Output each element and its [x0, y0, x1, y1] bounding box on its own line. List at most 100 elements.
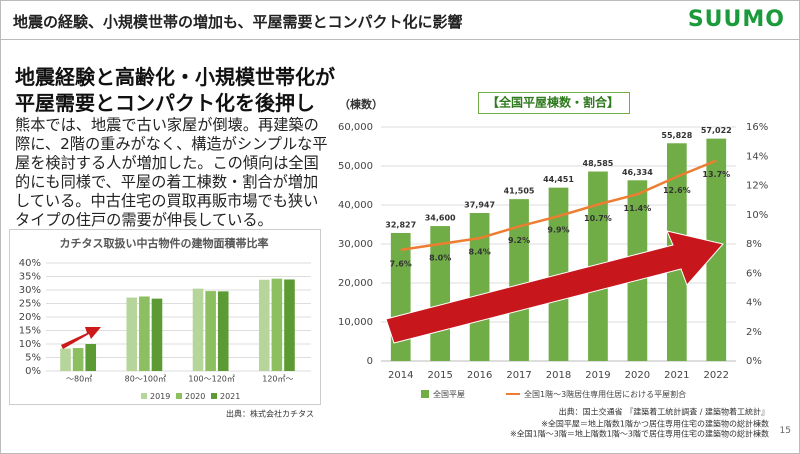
- tick-label: 40%: [19, 258, 41, 269]
- tick-label: 60,000: [338, 122, 373, 133]
- legend-swatch: [176, 393, 182, 399]
- heading: 平屋需要とコンパクト化を後押し: [15, 91, 315, 115]
- line: [400, 159, 717, 252]
- tick-label: 15%: [19, 326, 41, 337]
- note: ※全国平屋＝地上階数1階かつ居住専用住宅の建築物の総計棟数: [541, 419, 769, 429]
- data-label: 44,451: [543, 175, 574, 184]
- heading: 地震経験と高齢化・小規模世帯化が: [15, 65, 335, 89]
- data-label: 57,022: [701, 126, 732, 135]
- legend-label: 2021: [220, 392, 240, 401]
- data-label: 48,585: [583, 159, 614, 168]
- tick-label: 50,000: [338, 161, 373, 172]
- tick-label: 25%: [19, 299, 41, 310]
- x-tick-label: 2017: [506, 370, 531, 381]
- tick-label: 6%: [746, 268, 762, 279]
- data-label: 10.7%: [584, 214, 612, 223]
- x-tick-label: 2021: [664, 370, 689, 381]
- page-number: 15: [779, 426, 791, 436]
- bar: [85, 344, 97, 371]
- legend-label: 2019: [150, 392, 170, 401]
- source: 出典：国土交通省 『建築着工統計調査 / 建築物着工統計』: [559, 407, 769, 417]
- tick-label: 2%: [746, 327, 762, 338]
- tick-label: 40,000: [338, 200, 373, 211]
- tick-label: 35%: [19, 272, 41, 283]
- bar: [60, 348, 71, 371]
- tick-label: 14%: [746, 151, 768, 162]
- data-label: 13.7%: [702, 170, 730, 179]
- x-tick-label: 2020: [625, 370, 650, 381]
- bar: [139, 296, 150, 371]
- bar: [192, 288, 204, 371]
- chart-title-frame: [478, 92, 630, 114]
- data-label: 34,600: [425, 214, 456, 223]
- tick-label: 10,000: [338, 317, 373, 328]
- bar: [469, 213, 490, 361]
- bar: [205, 291, 216, 371]
- data-label: 55,828: [661, 131, 692, 140]
- data-label: 8.4%: [469, 248, 491, 257]
- x-tick-label: 80～100㎡: [125, 375, 166, 384]
- tick-label: 5%: [25, 353, 41, 364]
- trend-arrow: [61, 327, 101, 349]
- x-tick-label: 100～120㎡: [188, 375, 235, 384]
- legend-label: 全国1階～3階居住専用住居における平屋割合: [524, 389, 686, 399]
- tick-label: 10%: [19, 339, 41, 350]
- x-tick-label: 2018: [546, 370, 571, 381]
- x-tick-label: 120㎡～: [262, 375, 293, 384]
- x-tick-label: 2019: [585, 370, 610, 381]
- header-rule: [1, 39, 799, 40]
- data-label: 11.4%: [624, 204, 652, 213]
- tick-label: 30%: [19, 285, 41, 296]
- x-tick-label: 2015: [427, 370, 452, 381]
- data-label: 8.0%: [429, 254, 451, 263]
- trend-arrow: [385, 230, 724, 344]
- source: 出典：株式会社カチタス: [226, 409, 314, 419]
- tick-label: 20%: [19, 312, 41, 323]
- legend-swatch: [141, 393, 147, 399]
- body-text: 熊本では、地震で古い家屋が倒壊。再建築の際に、2階の重みがなく、構造がシンプルな…: [15, 116, 328, 229]
- bar: [72, 348, 84, 371]
- data-label: 7.6%: [390, 259, 412, 268]
- tick-label: 20,000: [338, 278, 373, 289]
- legend-swatch: [211, 393, 217, 399]
- chart-frame: [9, 229, 321, 405]
- bar: [258, 279, 270, 371]
- header-title: 地震の経験、小規模世帯の増加も、平屋需要とコンパクト化に影響: [13, 13, 463, 31]
- y-axis-label: （棟数）: [339, 97, 383, 111]
- bar: [217, 291, 229, 371]
- data-label: 9.2%: [508, 236, 530, 245]
- bar: [271, 278, 283, 371]
- tick-label: 10%: [746, 210, 768, 221]
- bar: [284, 279, 295, 371]
- tick-label: 30,000: [338, 239, 373, 250]
- bar: [151, 298, 163, 371]
- legend-label: 2020: [185, 392, 205, 401]
- tick-label: 0: [367, 356, 373, 367]
- x-tick-label: 2014: [388, 370, 413, 381]
- data-label: 41,505: [504, 187, 535, 196]
- logo[interactable]: SUUMO: [687, 7, 785, 32]
- legend-label: 全国平屋: [433, 389, 465, 399]
- tick-label: 8%: [746, 239, 762, 250]
- x-tick-label: ～80㎡: [66, 375, 92, 384]
- tick-label: 16%: [746, 122, 768, 133]
- tick-label: 0%: [746, 356, 762, 367]
- bar: [509, 199, 529, 361]
- x-tick-label: 2022: [704, 370, 729, 381]
- chart-title: カチタス取扱い中古物件の建物面積帯比率: [60, 236, 269, 250]
- chart-title: 【全国平屋棟数・割合】: [487, 95, 619, 110]
- tick-label: 12%: [746, 181, 768, 192]
- data-label: 46,334: [622, 168, 653, 177]
- tick-label: 4%: [746, 298, 762, 309]
- x-tick-label: 2016: [467, 370, 492, 381]
- bar: [126, 297, 138, 371]
- note: ※全国1階～3階＝地上階数1階～3階で居住専用住宅の建築物の総計棟数: [510, 429, 769, 439]
- data-label: 9.9%: [547, 226, 569, 235]
- tick-label: 0%: [25, 366, 41, 377]
- legend-swatch: [421, 390, 429, 398]
- data-label: 37,947: [464, 201, 495, 210]
- data-label: 32,827: [385, 220, 416, 229]
